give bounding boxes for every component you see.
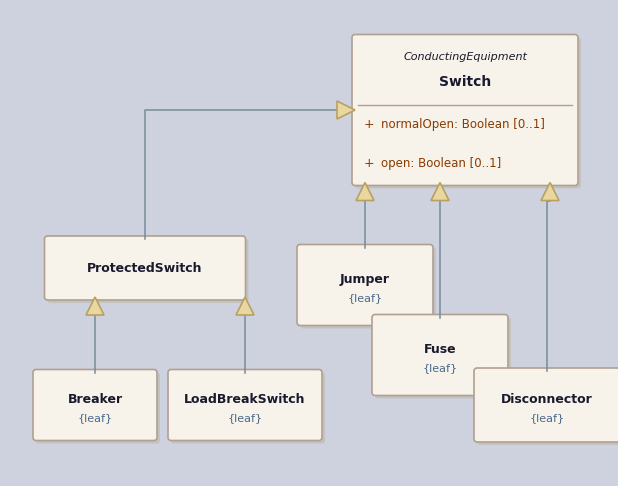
FancyBboxPatch shape: [474, 368, 618, 442]
Polygon shape: [356, 183, 374, 201]
Text: Switch: Switch: [439, 75, 491, 89]
FancyBboxPatch shape: [372, 314, 508, 396]
Polygon shape: [236, 297, 254, 315]
Text: Fuse: Fuse: [424, 343, 456, 355]
Text: open: Boolean [0..1]: open: Boolean [0..1]: [381, 157, 501, 170]
Text: {leaf}: {leaf}: [423, 363, 457, 373]
FancyBboxPatch shape: [48, 239, 248, 303]
Text: {leaf}: {leaf}: [347, 293, 383, 303]
FancyBboxPatch shape: [44, 236, 245, 300]
FancyBboxPatch shape: [33, 369, 157, 440]
FancyBboxPatch shape: [355, 37, 581, 189]
Polygon shape: [86, 297, 104, 315]
FancyBboxPatch shape: [352, 35, 578, 186]
Text: {leaf}: {leaf}: [227, 413, 263, 423]
FancyBboxPatch shape: [168, 369, 322, 440]
Text: {leaf}: {leaf}: [530, 413, 565, 423]
FancyBboxPatch shape: [300, 247, 436, 329]
Polygon shape: [431, 183, 449, 201]
Text: {leaf}: {leaf}: [77, 413, 112, 423]
Text: ConductingEquipment: ConductingEquipment: [403, 52, 527, 62]
Text: LoadBreakSwitch: LoadBreakSwitch: [184, 393, 306, 405]
Text: +: +: [363, 157, 375, 170]
FancyBboxPatch shape: [36, 372, 160, 444]
Text: +: +: [363, 118, 375, 131]
Text: Disconnector: Disconnector: [501, 393, 593, 405]
FancyBboxPatch shape: [477, 371, 618, 445]
Polygon shape: [541, 183, 559, 201]
FancyBboxPatch shape: [171, 372, 325, 444]
FancyBboxPatch shape: [297, 244, 433, 326]
Text: Jumper: Jumper: [340, 273, 390, 285]
Text: normalOpen: Boolean [0..1]: normalOpen: Boolean [0..1]: [381, 118, 545, 131]
FancyBboxPatch shape: [375, 317, 511, 399]
Text: ProtectedSwitch: ProtectedSwitch: [87, 261, 203, 275]
Text: Breaker: Breaker: [67, 393, 122, 405]
Polygon shape: [337, 101, 355, 119]
